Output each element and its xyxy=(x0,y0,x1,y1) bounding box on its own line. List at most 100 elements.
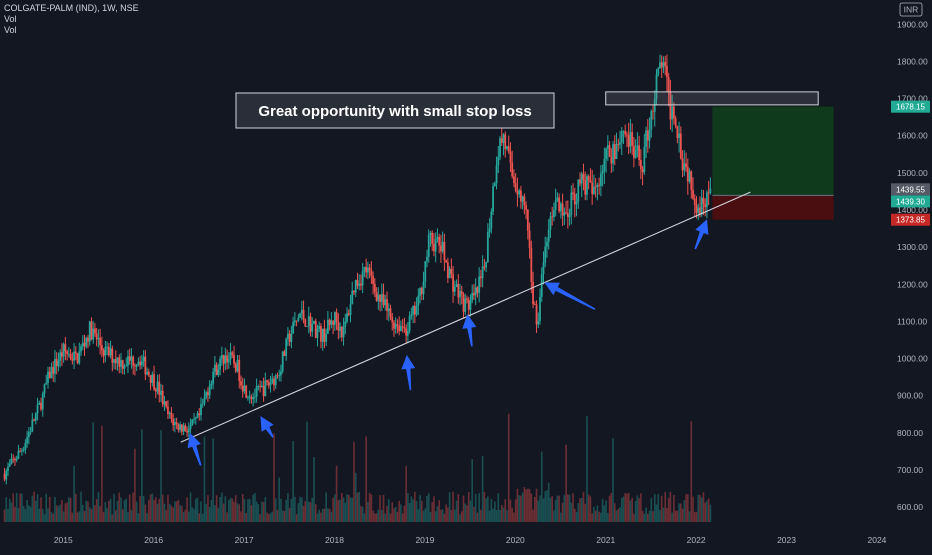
touch-arrow-1[interactable] xyxy=(187,432,202,466)
volume-bar xyxy=(262,501,265,522)
candle-body xyxy=(452,274,454,292)
time-axis[interactable]: 2015 2016 2017 2018 2019 2020 2021 2022 2023 2024 xyxy=(54,535,887,545)
candle-body xyxy=(485,262,488,268)
candle-body xyxy=(24,443,27,450)
loss-zone[interactable] xyxy=(712,195,834,220)
candle-body xyxy=(579,179,581,184)
candle-body xyxy=(134,365,136,367)
candle-body xyxy=(252,397,255,400)
volume-bar xyxy=(80,491,82,522)
candle-body xyxy=(405,328,408,336)
candle-body xyxy=(340,326,343,338)
volume-bar xyxy=(495,509,498,522)
volume-bar xyxy=(170,505,173,522)
currency-badge[interactable]: INR xyxy=(899,2,923,17)
volume-bar xyxy=(688,511,691,522)
volume-bar xyxy=(448,492,451,522)
volume-bar xyxy=(36,494,39,522)
volume-bar xyxy=(68,497,70,522)
candle-body xyxy=(433,243,435,252)
candle-body xyxy=(302,309,305,320)
touch-arrow-4[interactable] xyxy=(462,314,477,347)
volume-bar xyxy=(290,498,293,522)
volume-bar xyxy=(584,503,587,522)
candle-body xyxy=(539,296,541,321)
volume-bar xyxy=(516,488,519,522)
volume-bar xyxy=(121,509,124,522)
volume-bar xyxy=(61,499,63,522)
volume-bar xyxy=(457,494,460,522)
volume-bar xyxy=(318,509,321,522)
volume-bar xyxy=(347,494,350,522)
volume-bar xyxy=(327,508,329,522)
volume-bar xyxy=(673,494,675,522)
resistance-box[interactable] xyxy=(605,91,819,106)
volume-bar xyxy=(141,429,143,522)
volume-bar xyxy=(591,513,593,522)
candle-body xyxy=(664,61,667,66)
volume-bar xyxy=(680,503,682,522)
candle-body xyxy=(170,412,173,419)
candle-body xyxy=(704,203,707,208)
candle-body xyxy=(591,182,594,194)
symbol-title[interactable]: COLGATE-PALM (IND), 1W, NSE xyxy=(4,3,139,13)
candle-body xyxy=(90,321,93,340)
candle-body xyxy=(593,186,595,194)
candle-body xyxy=(455,284,458,287)
volume-bar xyxy=(653,493,656,522)
volume-bar xyxy=(686,494,689,522)
candle-body xyxy=(672,106,675,119)
volume-bar xyxy=(368,492,371,522)
candle-body xyxy=(420,288,423,294)
candle-body xyxy=(584,179,587,195)
candle-body xyxy=(3,473,6,480)
candle-body xyxy=(47,371,49,383)
candle-body xyxy=(634,150,637,158)
volume-bar xyxy=(154,497,157,522)
candle-body xyxy=(660,62,663,68)
volume-bar xyxy=(650,498,653,522)
volume-bar xyxy=(90,509,93,522)
candle-body xyxy=(267,382,270,386)
volume-indicator-label-2[interactable]: Vol xyxy=(4,25,17,35)
touch-arrow-3[interactable] xyxy=(401,354,416,391)
volume-bar xyxy=(473,506,475,522)
volume-bar xyxy=(118,492,121,522)
volume-bar xyxy=(135,501,138,522)
volume-bar xyxy=(198,513,201,522)
candle-body xyxy=(391,316,394,323)
candle-body xyxy=(594,186,597,188)
volume-bar xyxy=(149,494,152,522)
volume-bar xyxy=(476,512,479,522)
candle-body xyxy=(161,390,164,405)
volume-bar xyxy=(29,506,32,522)
candle-body xyxy=(200,404,202,416)
candle-body xyxy=(168,412,171,415)
volume-bar xyxy=(328,508,331,522)
candle-body xyxy=(598,184,601,186)
candle-body xyxy=(290,333,293,342)
candle-body xyxy=(417,295,420,306)
volume-bar xyxy=(525,489,527,522)
price-axis[interactable]: 600.00 700.00 800.00 900.00 1000.00 1100.00 12… xyxy=(897,2,928,512)
profit-zone[interactable] xyxy=(712,106,834,196)
candle-body xyxy=(114,359,117,364)
volume-bar xyxy=(47,508,49,522)
touch-arrow-5[interactable] xyxy=(544,282,596,310)
annotation-callout[interactable]: Great opportunity with small stop loss xyxy=(235,92,555,129)
volume-bar xyxy=(54,496,56,522)
candle-body xyxy=(504,134,507,149)
volume-bar xyxy=(431,502,434,522)
volume-bar xyxy=(341,492,343,522)
volume-bar xyxy=(210,499,213,522)
touch-arrow-2[interactable] xyxy=(260,416,274,438)
volume-bar xyxy=(276,509,279,522)
support-trendline[interactable] xyxy=(180,191,751,443)
volume-indicator-label[interactable]: Vol xyxy=(4,14,17,24)
volume-bar xyxy=(274,498,277,522)
touch-arrow-6[interactable] xyxy=(694,219,709,250)
volume-bar xyxy=(7,508,9,522)
candle-body xyxy=(565,212,567,214)
